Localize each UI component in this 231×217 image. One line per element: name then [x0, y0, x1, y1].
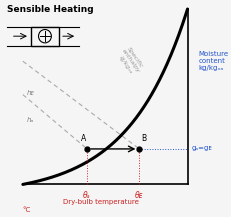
- Text: hᴇ: hᴇ: [27, 90, 35, 95]
- Text: hₐ: hₐ: [27, 117, 34, 123]
- Text: Dry-bulb temperature: Dry-bulb temperature: [63, 199, 138, 205]
- Circle shape: [38, 30, 51, 43]
- Text: A: A: [80, 134, 85, 143]
- Text: B: B: [140, 134, 145, 143]
- Text: °C: °C: [23, 207, 31, 213]
- Text: θₐ: θₐ: [83, 191, 91, 200]
- Text: Sensible Heating: Sensible Heating: [7, 5, 93, 14]
- Bar: [31, 27, 59, 46]
- Text: Specific
enthalpy
kJ/kgₓₐ: Specific enthalpy kJ/kgₓₐ: [115, 45, 144, 77]
- Text: gₐ=gᴇ: gₐ=gᴇ: [191, 145, 212, 151]
- Text: θᴇ: θᴇ: [135, 191, 143, 200]
- Text: Moisture
content
kg/kgₓₐ: Moisture content kg/kgₓₐ: [198, 51, 228, 71]
